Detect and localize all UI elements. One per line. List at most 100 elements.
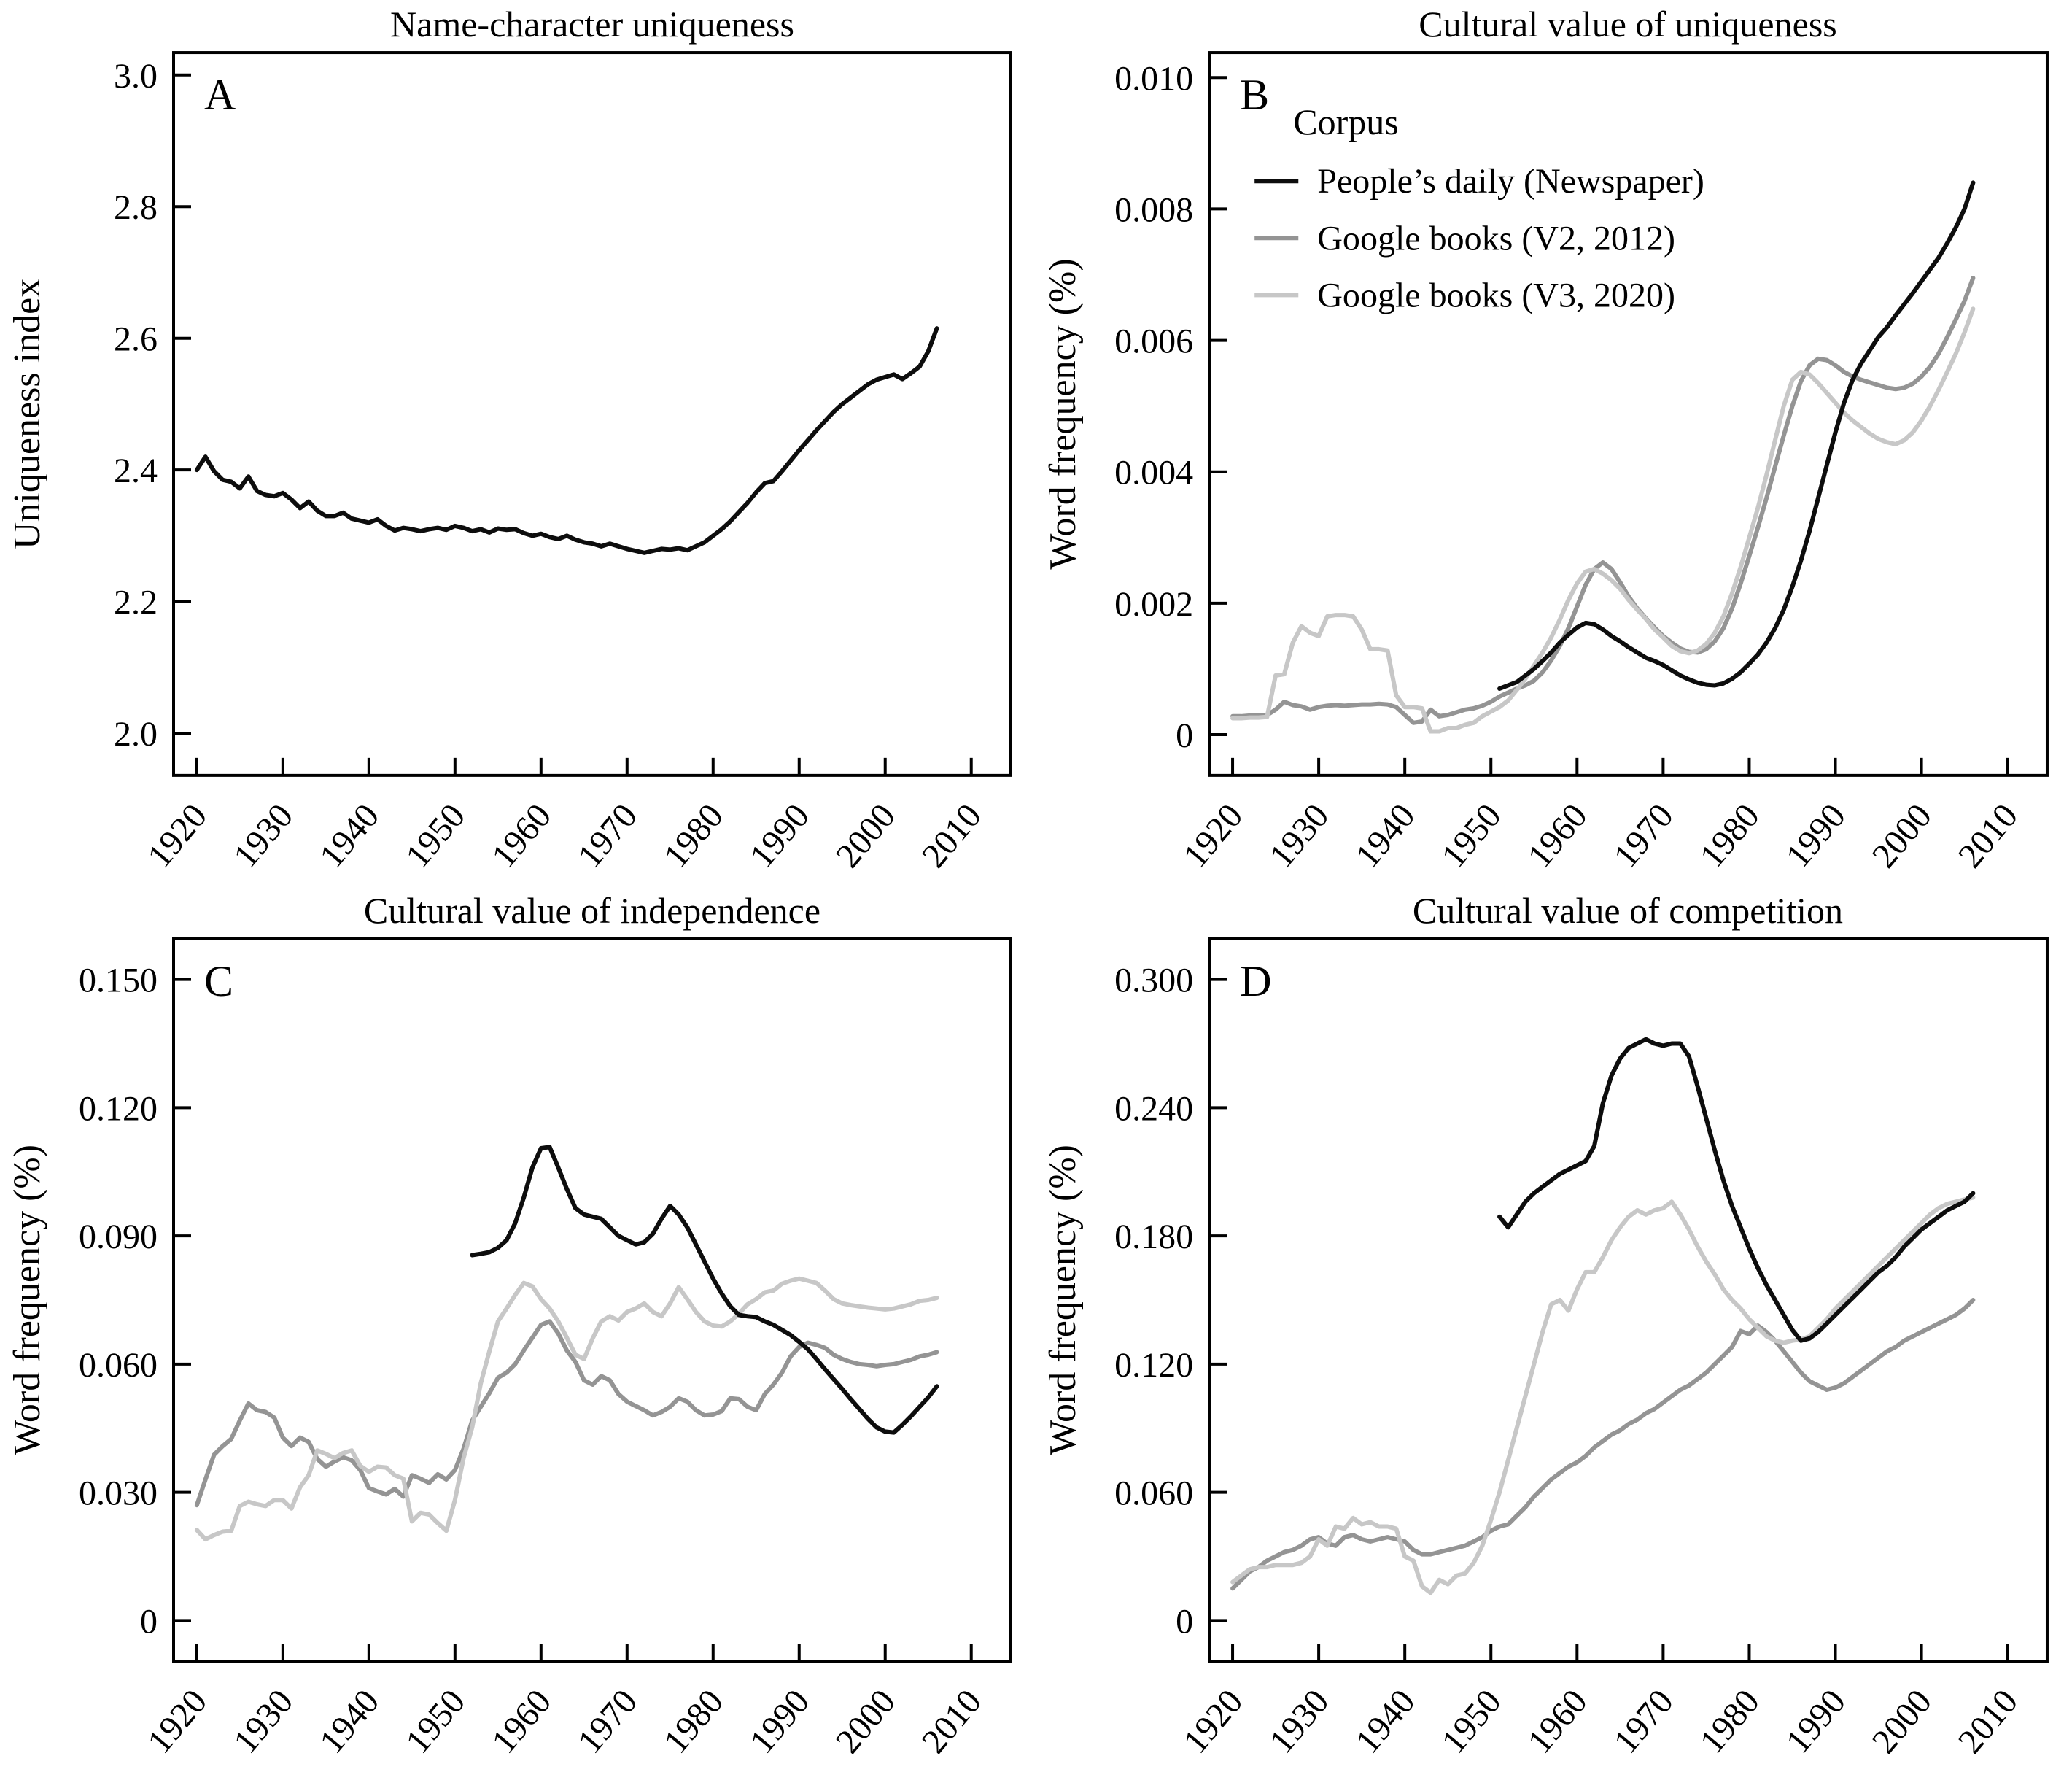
plot-frame (1208, 937, 2049, 1663)
panel-c-title: Cultural value of independence (363, 890, 821, 931)
x-tick-label: 1990 (1779, 1682, 1853, 1761)
y-tick-label: 0.060 (1114, 1474, 1193, 1513)
x-tick-label: 1940 (312, 797, 387, 875)
y-tick-label: 0 (1176, 1602, 1193, 1641)
x-tick-label: 1970 (570, 797, 645, 875)
x-tick-label: 1970 (1607, 797, 1681, 875)
x-tick-label: 2010 (1951, 1682, 2025, 1761)
x-tick-label: 1950 (1434, 1682, 1508, 1761)
y-tick-label: 0.120 (79, 1089, 158, 1128)
y-axis-label: Word frequency (%) (1042, 1145, 1084, 1455)
y-tick-label: 0.030 (79, 1474, 158, 1513)
panel-letter-d: D (1240, 957, 1271, 1005)
y-tick-label: 0 (140, 1602, 158, 1641)
y-tick-label: 0.060 (79, 1346, 158, 1385)
x-tick-label: 1930 (226, 797, 300, 875)
panel-d-title: Cultural value of competition (1412, 890, 1844, 931)
panel-c: Cultural value of independence 0 0.030 0.0… (0, 886, 1036, 1772)
y-tick-label: 0.090 (79, 1218, 158, 1256)
x-tick-label: 2010 (915, 797, 989, 875)
series-people-s-daily-newspaper (470, 1145, 939, 1435)
legend-label-google-books-v2-2012: Google books (V2, 2012) (1317, 219, 1675, 258)
x-tick-label: 1970 (570, 1682, 645, 1761)
panel-a-title: Name-character uniqueness (390, 4, 794, 45)
panel-letter-b: B (1240, 70, 1269, 119)
x-tick-label: 1950 (398, 1682, 473, 1761)
x-tick-label: 1980 (656, 797, 731, 875)
panel-letter-a: A (204, 71, 236, 119)
plot-frame (172, 51, 1012, 777)
y-tick-label: 0.300 (1114, 962, 1193, 1000)
x-tick-label: 2000 (829, 797, 903, 875)
y-tick-label: 0 (1176, 716, 1193, 755)
plot-frame (172, 937, 1012, 1663)
x-tick-label: 1920 (140, 797, 214, 875)
y-axis-label: Word frequency (%) (1042, 258, 1084, 569)
y-axis-label: Word frequency (%) (7, 1145, 48, 1455)
y-tick-label: 0.002 (1114, 585, 1193, 624)
series-google-books-v2-2012 (1230, 1298, 1976, 1591)
x-tick-label: 1960 (1520, 1682, 1594, 1761)
series-uniqueness-index (194, 326, 939, 555)
x-tick-label: 1990 (1779, 797, 1853, 875)
y-tick-label: 2.8 (114, 188, 158, 227)
y-tick-label: 2.2 (114, 584, 158, 622)
y-tick-label: 2.0 (114, 715, 158, 754)
y-tick-label: 2.4 (114, 452, 158, 490)
y-tick-label: 0.150 (79, 962, 158, 1000)
x-tick-label: 1940 (1348, 797, 1422, 875)
x-tick-label: 1960 (1520, 797, 1594, 875)
x-tick-label: 1930 (1262, 797, 1336, 875)
panel-a: Name-character uniqueness 2.0 2.2 2.4 2.6 2.… (0, 0, 1036, 886)
series-people-s-daily-newspaper (1497, 1037, 1976, 1343)
x-tick-label: 2000 (1865, 1682, 1939, 1761)
series-google-books-v2-2012 (1230, 276, 1976, 725)
plot-frame (1208, 51, 2049, 777)
y-tick-label: 0.006 (1114, 322, 1193, 361)
series-google-books-v3-2020 (1230, 306, 1976, 734)
x-tick-label: 1990 (742, 1682, 817, 1761)
x-tick-label: 1940 (1348, 1682, 1422, 1761)
x-tick-label: 2000 (1865, 797, 1939, 875)
y-tick-label: 2.6 (114, 320, 158, 359)
y-tick-label: 3.0 (114, 57, 158, 96)
y-tick-label: 0.180 (1114, 1218, 1193, 1256)
x-tick-label: 1970 (1606, 1682, 1680, 1761)
legend-label-google-books-v3-2020: Google books (V3, 2020) (1317, 276, 1675, 314)
x-tick-label: 1930 (1262, 1682, 1336, 1761)
x-tick-label: 1930 (226, 1682, 300, 1761)
x-tick-label: 2010 (915, 1682, 989, 1761)
series-google-books-v3-2020 (1230, 1195, 1976, 1595)
y-tick-label: 0.004 (1114, 454, 1193, 492)
x-tick-label: 1920 (1176, 797, 1250, 875)
series-people-s-daily-newspaper (1497, 180, 1976, 691)
legend-title: Corpus (1293, 101, 1399, 142)
x-tick-label: 1950 (398, 797, 473, 875)
x-tick-label: 1920 (1176, 1682, 1250, 1761)
x-tick-label: 1920 (140, 1682, 214, 1761)
x-tick-label: 1990 (742, 797, 817, 875)
x-tick-label: 1950 (1434, 797, 1508, 875)
x-tick-label: 1960 (484, 797, 559, 875)
y-tick-label: 0.240 (1114, 1089, 1193, 1128)
x-tick-label: 1980 (1693, 1682, 1767, 1761)
x-tick-label: 1940 (312, 1682, 387, 1761)
y-tick-label: 0.010 (1114, 59, 1193, 98)
y-tick-label: 0.120 (1114, 1346, 1193, 1385)
x-tick-label: 2000 (829, 1682, 903, 1761)
legend-label-people-s-daily-newspaper: People’s daily (Newspaper) (1317, 162, 1704, 201)
y-tick-label: 0.008 (1114, 190, 1193, 229)
panel-letter-c: C (204, 957, 233, 1005)
panel-d: Cultural value of competition 0 0.060 0.12… (1036, 886, 2072, 1772)
panel-b-title: Cultural value of uniqueness (1419, 4, 1837, 45)
series-google-books-v2-2012 (194, 1319, 939, 1508)
series-google-books-v3-2020 (194, 1276, 939, 1541)
x-tick-label: 1980 (1693, 797, 1767, 875)
x-tick-label: 1960 (484, 1682, 559, 1761)
y-axis-label: Uniqueness index (7, 279, 48, 549)
